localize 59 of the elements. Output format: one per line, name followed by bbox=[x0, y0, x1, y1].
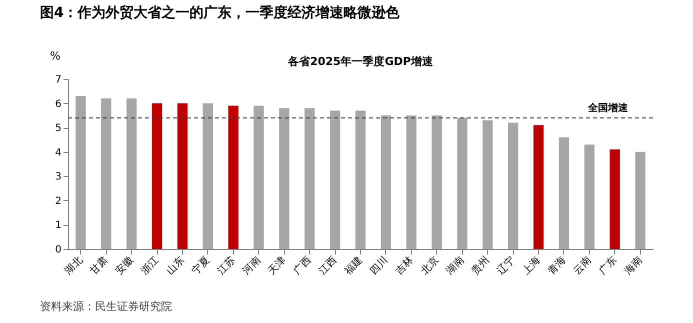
y-tick-label: 2 bbox=[55, 196, 62, 207]
x-tick-label: 河南 bbox=[240, 254, 264, 277]
x-tick-label: 青海 bbox=[546, 254, 568, 277]
bar bbox=[330, 110, 340, 249]
bar bbox=[152, 103, 162, 249]
x-tick-label: 浙江 bbox=[138, 254, 162, 277]
x-tick-label: 云南 bbox=[571, 254, 594, 277]
x-tick-label: 四川 bbox=[368, 254, 390, 277]
bar bbox=[610, 149, 620, 249]
bar bbox=[406, 115, 416, 249]
bar bbox=[279, 108, 290, 249]
ref-line-label: 全国增速 bbox=[587, 102, 629, 114]
bar bbox=[457, 118, 468, 249]
x-tick-label: 甘肃 bbox=[88, 254, 110, 277]
x-tick-label: 吉林 bbox=[392, 254, 416, 277]
bar bbox=[432, 115, 442, 249]
x-tick-label: 广西 bbox=[291, 254, 314, 277]
y-tick-label: 7 bbox=[55, 74, 62, 86]
bar bbox=[533, 125, 544, 249]
chart-title: 图4：作为外贸大省之一的广东，一季度经济增速略微逊色 bbox=[40, 4, 401, 21]
x-tick-label: 福建 bbox=[342, 254, 365, 277]
x-tick-label: 安徽 bbox=[113, 254, 136, 277]
bar bbox=[380, 115, 392, 249]
text: 资料来源：民生证券研究院 bbox=[40, 300, 172, 313]
bar bbox=[101, 98, 112, 249]
bar bbox=[635, 152, 646, 249]
y-tick-label: 6 bbox=[55, 98, 62, 110]
x-tick-label: 宁夏 bbox=[190, 254, 212, 277]
bar bbox=[76, 96, 86, 249]
x-tick-label: 天津 bbox=[266, 254, 288, 277]
bar bbox=[558, 137, 570, 249]
y-tick-label: 0 bbox=[55, 244, 62, 256]
bar bbox=[508, 122, 518, 249]
x-tick-label: 山东 bbox=[164, 254, 187, 277]
y-tick-label: 4 bbox=[55, 147, 62, 158]
bar bbox=[584, 144, 594, 249]
y-axis-title: % bbox=[50, 50, 60, 62]
y-tick-label: 1 bbox=[55, 220, 62, 232]
y-tick-label: 5 bbox=[55, 123, 62, 134]
x-tick-label: 江苏 bbox=[214, 254, 238, 277]
bar bbox=[202, 103, 213, 249]
chart-subtitle: 各省2025年一季度GDP增速 bbox=[287, 55, 434, 68]
x-tick-label: 上海 bbox=[520, 254, 543, 277]
x-tick-label: 江西 bbox=[316, 254, 340, 277]
x-tick-label: 辽宁 bbox=[494, 254, 518, 277]
x-tick-label: 广东 bbox=[596, 254, 620, 277]
bar bbox=[304, 108, 315, 249]
y-tick-label: 3 bbox=[55, 172, 62, 183]
bar bbox=[126, 98, 137, 249]
x-tick-label: 湖北 bbox=[62, 254, 85, 277]
x-tick-label: 北京 bbox=[418, 254, 442, 277]
bar bbox=[254, 106, 264, 249]
x-tick-label: 湖南 bbox=[444, 254, 466, 277]
bar bbox=[228, 106, 238, 249]
bar bbox=[355, 110, 366, 249]
x-tick-label: 海南 bbox=[622, 254, 645, 277]
x-tick-label: 贵州 bbox=[469, 254, 492, 277]
bar bbox=[177, 103, 188, 249]
bar bbox=[482, 120, 493, 249]
